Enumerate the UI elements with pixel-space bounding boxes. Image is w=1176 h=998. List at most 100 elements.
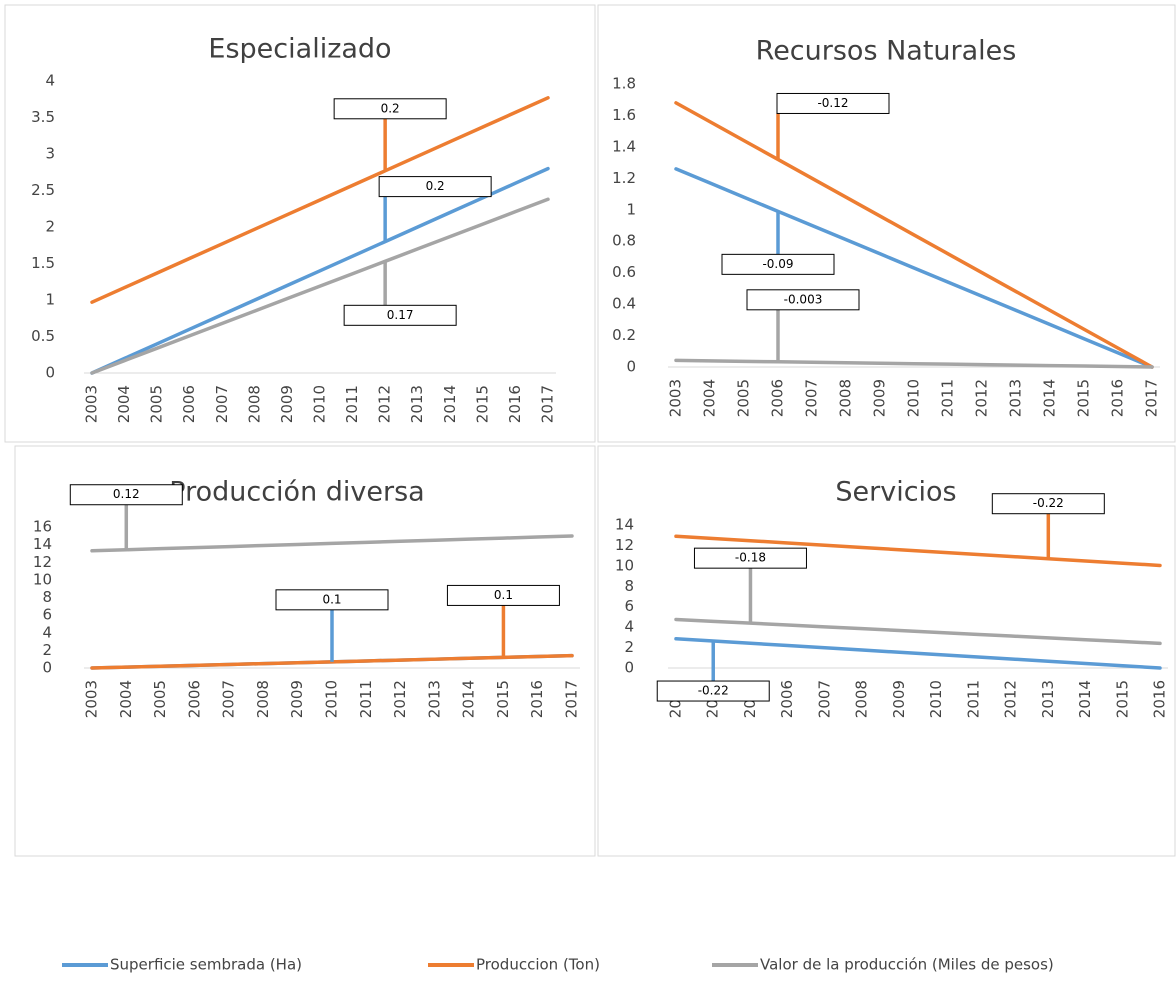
- x-tick-label: 2012: [1002, 680, 1020, 718]
- x-tick-label: 2011: [964, 680, 982, 718]
- y-tick-label: 10: [615, 556, 634, 574]
- chart-title: Especializado: [208, 34, 391, 65]
- panel-border: [597, 4, 1176, 443]
- legend-label: Superficie sembrada (Ha): [110, 956, 302, 974]
- series-line: [674, 167, 1154, 369]
- panel-border: [4, 4, 596, 443]
- series-line: [674, 101, 1154, 369]
- annotation-box: [656, 680, 770, 702]
- annotation-label: 0.1: [322, 592, 341, 606]
- y-tick-label: 3: [45, 145, 55, 163]
- x-tick-label: 2009: [288, 680, 306, 718]
- chart-title: Recursos Naturales: [756, 36, 1017, 67]
- x-tick-label: 2003: [83, 680, 101, 718]
- y-tick-label: 1.5: [31, 254, 55, 272]
- annotation-label: 0.12: [113, 487, 140, 501]
- annotation-label: -0.22: [698, 684, 729, 698]
- x-tick-label: 2008: [853, 680, 871, 718]
- x-tick-label: 2006: [778, 680, 796, 718]
- x-tick-label: 2012: [973, 379, 991, 417]
- x-tick-label: 2003: [83, 385, 101, 423]
- x-tick-label: 2014: [441, 385, 459, 423]
- panel-border: [597, 445, 1176, 857]
- x-tick-label: 2013: [408, 385, 426, 423]
- x-tick-label: 2016: [528, 680, 546, 718]
- x-tick-label: 2006: [180, 385, 198, 423]
- series-line: [90, 534, 574, 553]
- y-tick-label: 0.8: [612, 232, 636, 250]
- series-line: [674, 617, 1162, 646]
- x-tick-label: 2007: [803, 379, 821, 417]
- annotation-label: -0.12: [817, 96, 848, 110]
- x-tick-label: 2014: [460, 680, 478, 718]
- x-tick-label: 2007: [220, 680, 238, 718]
- x-tick-label: 2008: [837, 379, 855, 417]
- annotation-box: [333, 98, 447, 120]
- x-tick-label: 2011: [939, 379, 957, 417]
- y-tick-label: 2: [45, 218, 55, 236]
- x-tick-label: 2013: [1007, 379, 1025, 417]
- x-tick-label: 2009: [278, 385, 296, 423]
- annotation-label: 0.2: [426, 179, 445, 193]
- y-tick-label: 1.6: [612, 106, 636, 124]
- annotation-box: [693, 547, 807, 569]
- annotation-label: 0.17: [387, 308, 414, 322]
- x-tick-label: 2010: [905, 379, 923, 417]
- y-tick-label: 12: [615, 536, 634, 554]
- x-tick-label: 2010: [927, 680, 945, 718]
- annotation-box: [721, 253, 835, 275]
- y-tick-label: 0.2: [612, 326, 636, 344]
- y-tick-label: 10: [33, 570, 52, 588]
- y-tick-label: 12: [33, 553, 52, 571]
- x-tick-label: 2015: [1113, 680, 1131, 718]
- y-tick-label: 1: [45, 291, 55, 309]
- annotation-box: [275, 589, 389, 611]
- x-tick-label: 2011: [343, 385, 361, 423]
- series-line: [90, 96, 550, 304]
- x-tick-label: 2016: [1109, 379, 1127, 417]
- annotation-box: [343, 304, 457, 326]
- y-tick-label: 14: [615, 516, 634, 534]
- series-line: [674, 358, 1154, 369]
- y-tick-label: 2.5: [31, 181, 55, 199]
- x-tick-label: 2009: [890, 680, 908, 718]
- annotation-label: -0.003: [784, 292, 823, 306]
- annotation-box: [776, 92, 890, 114]
- y-tick-label: 14: [33, 535, 52, 553]
- y-tick-label: 6: [624, 597, 634, 615]
- x-tick-label: 2009: [871, 379, 889, 417]
- y-tick-label: 4: [45, 72, 55, 90]
- x-tick-label: 2003: [667, 379, 685, 417]
- x-tick-label: 2017: [1143, 379, 1161, 417]
- x-tick-label: 2011: [357, 680, 375, 718]
- y-tick-label: 16: [33, 518, 52, 536]
- annotation-label: -0.09: [762, 257, 793, 271]
- y-tick-label: 2: [624, 638, 634, 656]
- y-tick-label: 2: [42, 641, 52, 659]
- x-tick-label: 2017: [539, 385, 557, 423]
- annotation-label: -0.18: [735, 551, 766, 565]
- annotation-box: [378, 176, 492, 198]
- y-tick-label: 0: [626, 358, 636, 376]
- annotation-box: [69, 484, 183, 506]
- y-tick-label: 6: [42, 606, 52, 624]
- annotation-label: 0.2: [381, 101, 400, 115]
- series-line: [90, 166, 550, 375]
- x-tick-label: 2006: [769, 379, 787, 417]
- x-tick-label: 2006: [185, 680, 203, 718]
- y-tick-label: 3.5: [31, 108, 55, 126]
- y-tick-label: 4: [42, 623, 52, 641]
- chart-title: Producción diversa: [169, 477, 424, 508]
- x-tick-label: 2005: [151, 680, 169, 718]
- y-tick-label: 0.4: [612, 295, 636, 313]
- x-tick-label: 2008: [254, 680, 272, 718]
- x-tick-label: 2014: [1041, 379, 1059, 417]
- x-tick-label: 2013: [1039, 680, 1057, 718]
- x-tick-label: 2008: [245, 385, 263, 423]
- y-tick-label: 0: [624, 659, 634, 677]
- y-tick-label: 1: [626, 200, 636, 218]
- annotation-box: [991, 493, 1105, 515]
- series-line: [674, 637, 1162, 670]
